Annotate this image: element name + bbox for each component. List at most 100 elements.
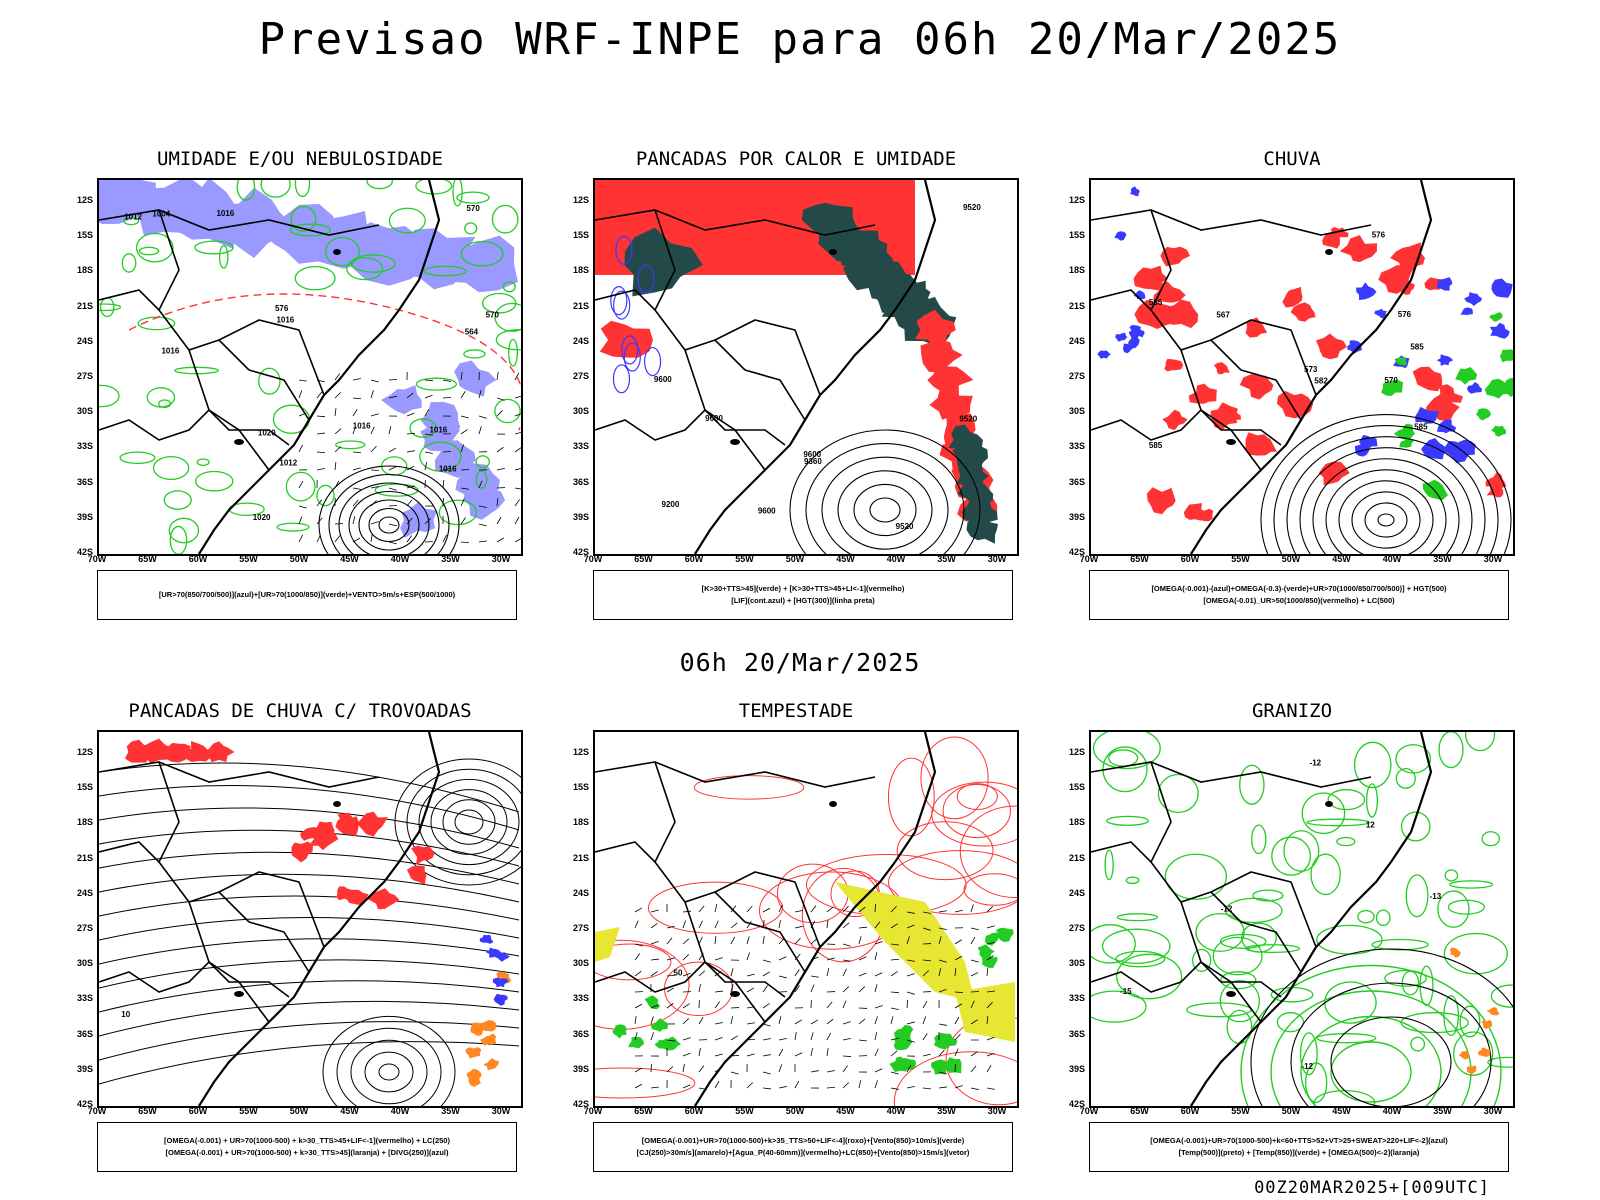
wind-vector — [762, 1054, 771, 1057]
wind-vector — [316, 391, 323, 399]
humidity-area — [168, 180, 239, 249]
wind-vector — [890, 905, 897, 913]
wind850-area — [944, 1057, 962, 1074]
temp850-contour — [1104, 849, 1114, 881]
thunderstorm-area — [300, 827, 321, 841]
wind-vector — [778, 1064, 783, 1073]
temp850-contour — [1195, 913, 1245, 952]
lon-tick-label: 35W — [937, 554, 956, 564]
green-contour — [194, 240, 234, 255]
lc850-contour — [959, 805, 1017, 899]
lon-tick-label: 55W — [735, 1106, 754, 1116]
wind-vector — [424, 433, 433, 436]
temp500-contour — [1250, 948, 1513, 1106]
lat-tick-label: 21S — [76, 300, 93, 311]
wind-vector — [666, 957, 675, 961]
green-contour — [294, 266, 336, 291]
contour-value-label: 576 — [1372, 230, 1386, 239]
map-canvas: -13 -15 -12 -12 -12 12 — [1091, 732, 1513, 1106]
wind-vector — [826, 1032, 832, 1041]
lat-tick-label: 27S — [572, 371, 589, 381]
lat-tick-label: 30S — [572, 958, 589, 969]
latitude-labels: 12S 15S 18S 21S 24S 27S 30S 33S 36S 39S 42S — [57, 730, 93, 1109]
temp850-contour — [1220, 971, 1257, 990]
country-border — [1200, 961, 1282, 998]
hgt300-contour — [789, 429, 981, 554]
lon-tick-label: 35W — [937, 1106, 956, 1116]
wind-vector — [714, 1053, 723, 1057]
hgt300-contour — [837, 470, 933, 550]
omega-area — [1133, 290, 1146, 300]
country-border — [684, 901, 766, 1023]
wind-vector — [858, 956, 867, 961]
lon-tick-label: 55W — [1231, 554, 1250, 564]
lat-tick-label: 42S — [76, 1099, 93, 1109]
wind-vector — [730, 968, 734, 977]
lat-tick-label: 33S — [572, 993, 589, 1004]
country-border — [248, 369, 310, 421]
wind-vector — [890, 971, 898, 977]
lon-tick-label: 45W — [836, 554, 855, 564]
wind850-area — [628, 1036, 645, 1049]
wind-vector — [352, 487, 361, 490]
wind-vector — [514, 487, 521, 490]
wind-vector — [298, 516, 303, 525]
wind-vector — [298, 480, 304, 489]
wind-vector — [906, 1064, 912, 1073]
wind-vector — [514, 499, 520, 507]
wind-vector — [442, 497, 444, 507]
hgt300-contour — [805, 443, 965, 554]
omega-area — [1115, 332, 1128, 342]
rain-area — [1153, 281, 1186, 303]
country-border — [595, 761, 876, 788]
wind-vector — [634, 920, 639, 929]
wind-vector — [634, 1067, 643, 1073]
lat-tick-label: 21S — [1068, 852, 1085, 863]
temp850-contour — [1116, 953, 1183, 1000]
contour-value-label: 585 — [1410, 342, 1424, 351]
wind-vector — [970, 927, 979, 931]
wind-vector — [478, 426, 482, 435]
wind-vector — [778, 1048, 784, 1057]
lake — [730, 991, 740, 997]
map-canvas: 9600 9600 9600 9520 9520 9520 9360 9200 9600 — [595, 180, 998, 554]
wind-vector — [424, 379, 434, 382]
green-contour — [390, 424, 411, 442]
streamline — [378, 1063, 400, 1081]
wind-vector — [460, 372, 463, 381]
temp850-contour — [1395, 767, 1416, 789]
wind850-area — [931, 1059, 952, 1075]
temp850-contour — [1240, 964, 1502, 1106]
wind-vector — [698, 1016, 704, 1025]
green-contour — [137, 345, 160, 365]
rain-area — [1183, 503, 1208, 521]
rain-area — [1318, 461, 1350, 486]
legend-box: [OMEGA(-0.001)-(azul)+OMEGA(-0.3)-(verde… — [1089, 570, 1509, 620]
contour-value-label: 564 — [465, 327, 479, 336]
temp850-contour — [1241, 922, 1277, 953]
wind-vector — [514, 431, 521, 435]
wind-vector — [514, 413, 521, 417]
wind-vector — [906, 911, 915, 914]
green-contour — [218, 245, 229, 269]
lon-tick-label: 35W — [441, 554, 460, 564]
streamline — [394, 758, 521, 886]
wind-vector — [970, 1065, 977, 1073]
temp850-contour — [1481, 831, 1500, 847]
green-contour — [464, 222, 478, 235]
lat-tick-label: 21S — [572, 300, 589, 311]
wind-vector — [842, 1037, 851, 1041]
country-border — [248, 921, 310, 973]
wind-vector — [460, 517, 466, 525]
wind-vector — [970, 972, 979, 977]
temp850-contour — [1405, 874, 1429, 918]
wind-vector — [890, 1016, 894, 1025]
omega-area — [1460, 307, 1473, 316]
temp850-contour — [1306, 818, 1371, 827]
green-contour — [205, 389, 228, 407]
country-border — [1091, 961, 1202, 993]
wind-vector — [874, 903, 876, 913]
wind-vector — [682, 1018, 690, 1025]
lon-tick-label: 50W — [785, 1106, 805, 1116]
wind-vector — [316, 432, 325, 435]
